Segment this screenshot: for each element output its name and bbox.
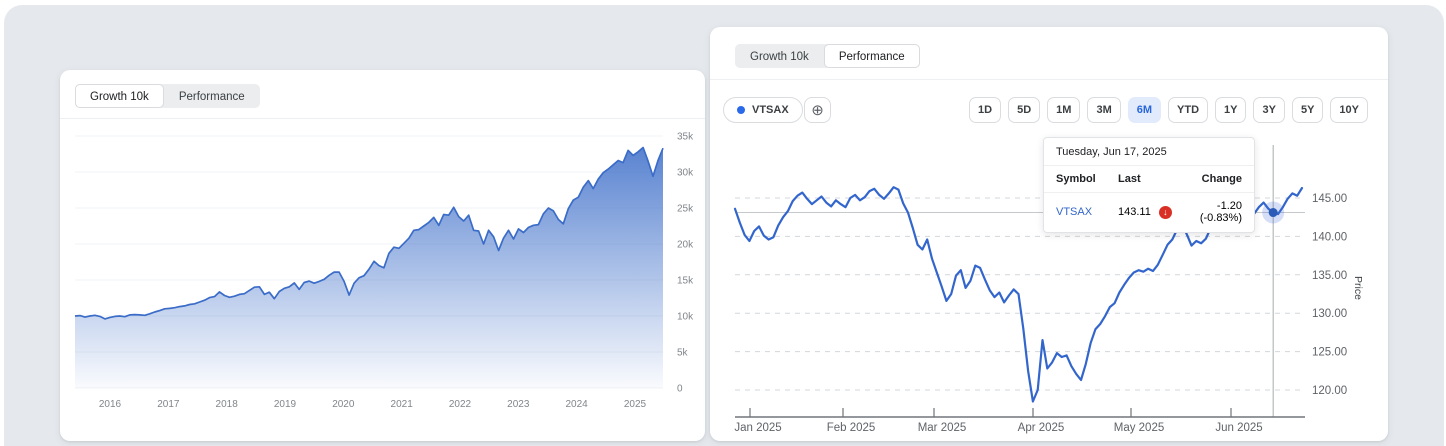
series-chip-vtsax[interactable]: VTSAX	[723, 97, 803, 123]
tooltip-col-change: Change	[1201, 173, 1242, 185]
header-divider	[60, 118, 705, 119]
tooltip-col-last: Last	[1118, 173, 1141, 185]
range-button-3y[interactable]: 3Y	[1253, 97, 1285, 123]
x-axis-tick-label: 2022	[449, 399, 472, 410]
tab-performance[interactable]: Performance	[823, 44, 920, 68]
range-button-5d[interactable]: 5D	[1008, 97, 1041, 123]
range-button-3m[interactable]: 3M	[1087, 97, 1121, 123]
tooltip-col-symbol: Symbol	[1056, 173, 1096, 185]
tab-growth-10k[interactable]: Growth 10k	[750, 51, 809, 63]
x-axis-tick-label: 2017	[157, 399, 180, 410]
chart-tooltip: Tuesday, Jun 17, 2025 Symbol Last Change…	[1043, 137, 1255, 233]
hover-dot	[1268, 208, 1278, 218]
x-axis-tick-label: Jun 2025	[1215, 422, 1262, 434]
price-line	[74, 146, 664, 320]
y-axis-title: Price	[1352, 276, 1364, 300]
x-axis-tick-label: 2016	[99, 399, 122, 410]
y-axis-tick-label: 145.00	[1312, 193, 1347, 205]
y-axis-tick-label: 20k	[677, 240, 694, 251]
tooltip-header-row: Symbol Last Change	[1044, 166, 1254, 193]
growth-10k-chart[interactable]: 35k 30k 25k 20k 15k 10k 5k 0 2016 2017 2018 2019 202…	[60, 70, 705, 441]
x-axis-tick-label: Feb 2025	[827, 422, 876, 434]
y-axis-tick-label: 125.00	[1312, 347, 1347, 359]
header-divider	[710, 79, 1388, 80]
x-axis-tick-label: Mar 2025	[918, 422, 967, 434]
x-axis-tick-label: Apr 2025	[1018, 422, 1065, 434]
y-axis-tick-label: 25k	[677, 204, 694, 215]
x-axis-tick-label: 2025	[624, 399, 647, 410]
x-axis-tick-label: 2021	[391, 399, 414, 410]
right-chart-card: Growth 10k Performance VTSAX ⊕ 1D 5D 1M …	[710, 27, 1388, 441]
add-series-button[interactable]: ⊕	[804, 97, 831, 123]
y-axis-tick-label: 140.00	[1312, 231, 1347, 243]
tooltip-change-value: -1.20 (-0.83%)	[1199, 200, 1242, 224]
left-chart-card: Growth 10k Performance 35k 30k 25k 20k 15k 10…	[60, 70, 705, 441]
plus-circle-icon: ⊕	[811, 102, 824, 119]
range-button-1d[interactable]: 1D	[969, 97, 1002, 123]
x-axis-tick-label: Jan 2025	[734, 422, 781, 434]
arrow-down-circle-icon: ↓	[1158, 205, 1172, 219]
tab-growth-10k[interactable]: Growth 10k	[75, 84, 164, 108]
right-tab-group: Growth 10k Performance	[735, 44, 920, 68]
left-tab-group: Growth 10k Performance	[75, 84, 260, 108]
y-axis-tick-label: 135.00	[1312, 270, 1347, 282]
range-button-1m[interactable]: 1M	[1047, 97, 1081, 123]
y-axis-tick-label: 130.00	[1312, 308, 1347, 320]
y-axis-tick-label: 5k	[677, 348, 689, 359]
y-axis-tick-label: 120.00	[1312, 385, 1347, 397]
range-button-5y[interactable]: 5Y	[1291, 97, 1324, 123]
range-button-6m[interactable]: 6M	[1127, 97, 1162, 123]
tab-performance[interactable]: Performance	[178, 91, 245, 103]
x-axis-tick-label: May 2025	[1114, 422, 1165, 434]
price-line	[733, 186, 1304, 403]
y-axis-tick-label: 30k	[677, 168, 694, 179]
x-axis-tick-label: 2018	[216, 399, 239, 410]
y-axis-tick-label: 10k	[677, 312, 694, 323]
y-axis-tick-label: 15k	[677, 276, 694, 287]
x-axis-tick-label: 2019	[274, 399, 297, 410]
tooltip-last-value: 143.11	[1118, 206, 1151, 218]
range-button-1y[interactable]: 1Y	[1215, 97, 1247, 123]
tooltip-data-row: VTSAX 143.11 ↓ -1.20 (-0.83%)	[1044, 193, 1254, 232]
x-axis-tick-label: 2024	[566, 399, 589, 410]
y-axis-tick-label: 35k	[677, 132, 694, 143]
series-color-dot-icon	[737, 106, 745, 114]
y-axis-tick-label: 0	[677, 384, 683, 395]
range-button-10y[interactable]: 10Y	[1330, 97, 1368, 123]
series-chip-label: VTSAX	[752, 104, 789, 116]
tooltip-date: Tuesday, Jun 17, 2025	[1044, 138, 1254, 166]
time-range-group: 1D 5D 1M 3M 6M YTD 1Y 3Y 5Y 10Y	[969, 97, 1368, 123]
area-fill	[75, 147, 663, 388]
x-axis-tick-label: 2023	[507, 399, 530, 410]
x-axis-tick-label: 2020	[332, 399, 355, 410]
vtsax-price-chart[interactable]: 145.00 140.00 135.00 130.00 125.00 120.00 Jan …	[710, 27, 1388, 441]
range-button-ytd[interactable]: YTD	[1168, 97, 1209, 123]
tooltip-symbol[interactable]: VTSAX	[1056, 206, 1093, 218]
tooltip-last-cell: 143.11 ↓	[1118, 205, 1190, 219]
